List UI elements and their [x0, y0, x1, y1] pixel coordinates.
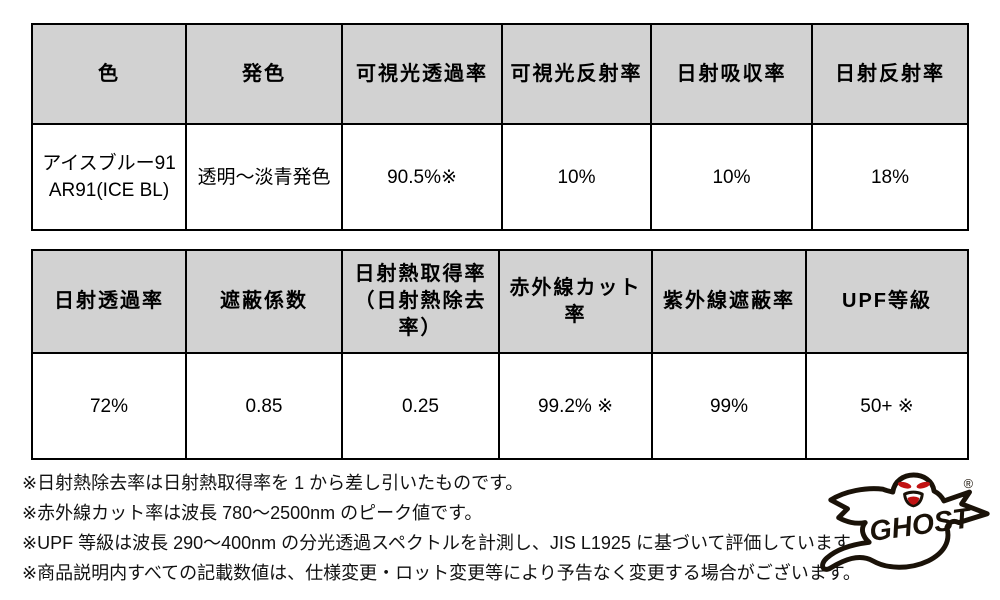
thermal-spec-table: 日射透過率 遮蔽係数 日射熱取得率 （日射熱除去率） 赤外線カット率 紫外線遮蔽…: [31, 249, 969, 460]
t2-value-uv-shielding: 99%: [653, 354, 807, 458]
registered-mark: ®: [964, 476, 974, 491]
t1-value-solar-reflectance: 18%: [870, 166, 910, 188]
t1-value-color: アイスブルー91 AR91(ICE BL): [33, 125, 187, 229]
t1-header-visible-light-transmittance: 可視光透過率: [343, 25, 503, 125]
footnote-infrared: ※赤外線カット率は波長 780〜2500nm のピーク値です。: [22, 503, 483, 523]
t2-header-solar-transmittance: 日射透過率: [33, 251, 187, 354]
footnote-heat-removal: ※日射熱除去率は日射熱取得率を 1 から差し引いたものです。: [22, 473, 524, 493]
t2-value-solar-heat-gain: 0.25: [343, 354, 500, 458]
ghost-body-icon: [820, 472, 990, 572]
t2-header-solar-heat-gain: 日射熱取得率 （日射熱除去率）: [343, 251, 500, 354]
t1-value-visible-light-reflectance: 10%: [503, 125, 652, 229]
t2-value-shading-coefficient: 0.85: [187, 354, 343, 458]
t2-value-infrared-cut: 99.2% ※: [500, 354, 653, 458]
t2-header-uv-shielding: 紫外線遮蔽率: [653, 251, 807, 354]
t1-value-solar-absorption: 10%: [652, 125, 813, 229]
t1-value-coloration: 透明〜淡青発色: [187, 125, 343, 229]
t1-value-visible-light-transmittance: 90.5%※: [343, 125, 503, 229]
t1-header-solar-absorption: 日射吸収率: [652, 25, 813, 125]
t1-header-visible-light-reflectance: 可視光反射率: [503, 25, 652, 125]
t2-header-infrared-cut: 赤外線カット率: [500, 251, 653, 354]
footnote-upf: ※UPF 等級は波長 290〜400nm の分光透過スペクトルを計測し、JIS …: [22, 533, 868, 553]
footnotes: ※日射熱除去率は日射熱取得率を 1 から差し引いたものです。 ※赤外線カット率は…: [22, 468, 867, 588]
t1-header-solar-reflectance: 日射反射率: [813, 25, 967, 125]
t1-header-color: 色: [33, 25, 187, 125]
ghost-tongue-icon: [907, 496, 920, 505]
t2-header-upf-grade: UPF等級: [807, 251, 967, 354]
ghost-logo: GHOST ®: [818, 456, 1000, 600]
t2-header-shading-coefficient: 遮蔽係数: [187, 251, 343, 354]
optical-spec-table: 色 発色 可視光透過率 可視光反射率 日射吸収率 日射反射率 アイスブルー91 …: [31, 23, 969, 231]
t2-value-solar-transmittance: 72%: [33, 354, 187, 458]
footnote-disclaimer: ※商品説明内すべての記載数値は、仕様変更・ロット変更等により予告なく変更する場合…: [22, 563, 861, 583]
t1-header-coloration: 発色: [187, 25, 343, 125]
t2-value-upf-grade: 50+ ※: [860, 395, 914, 417]
ghost-right-eye-icon: [916, 481, 930, 489]
ghost-left-eye-icon: [897, 481, 912, 489]
